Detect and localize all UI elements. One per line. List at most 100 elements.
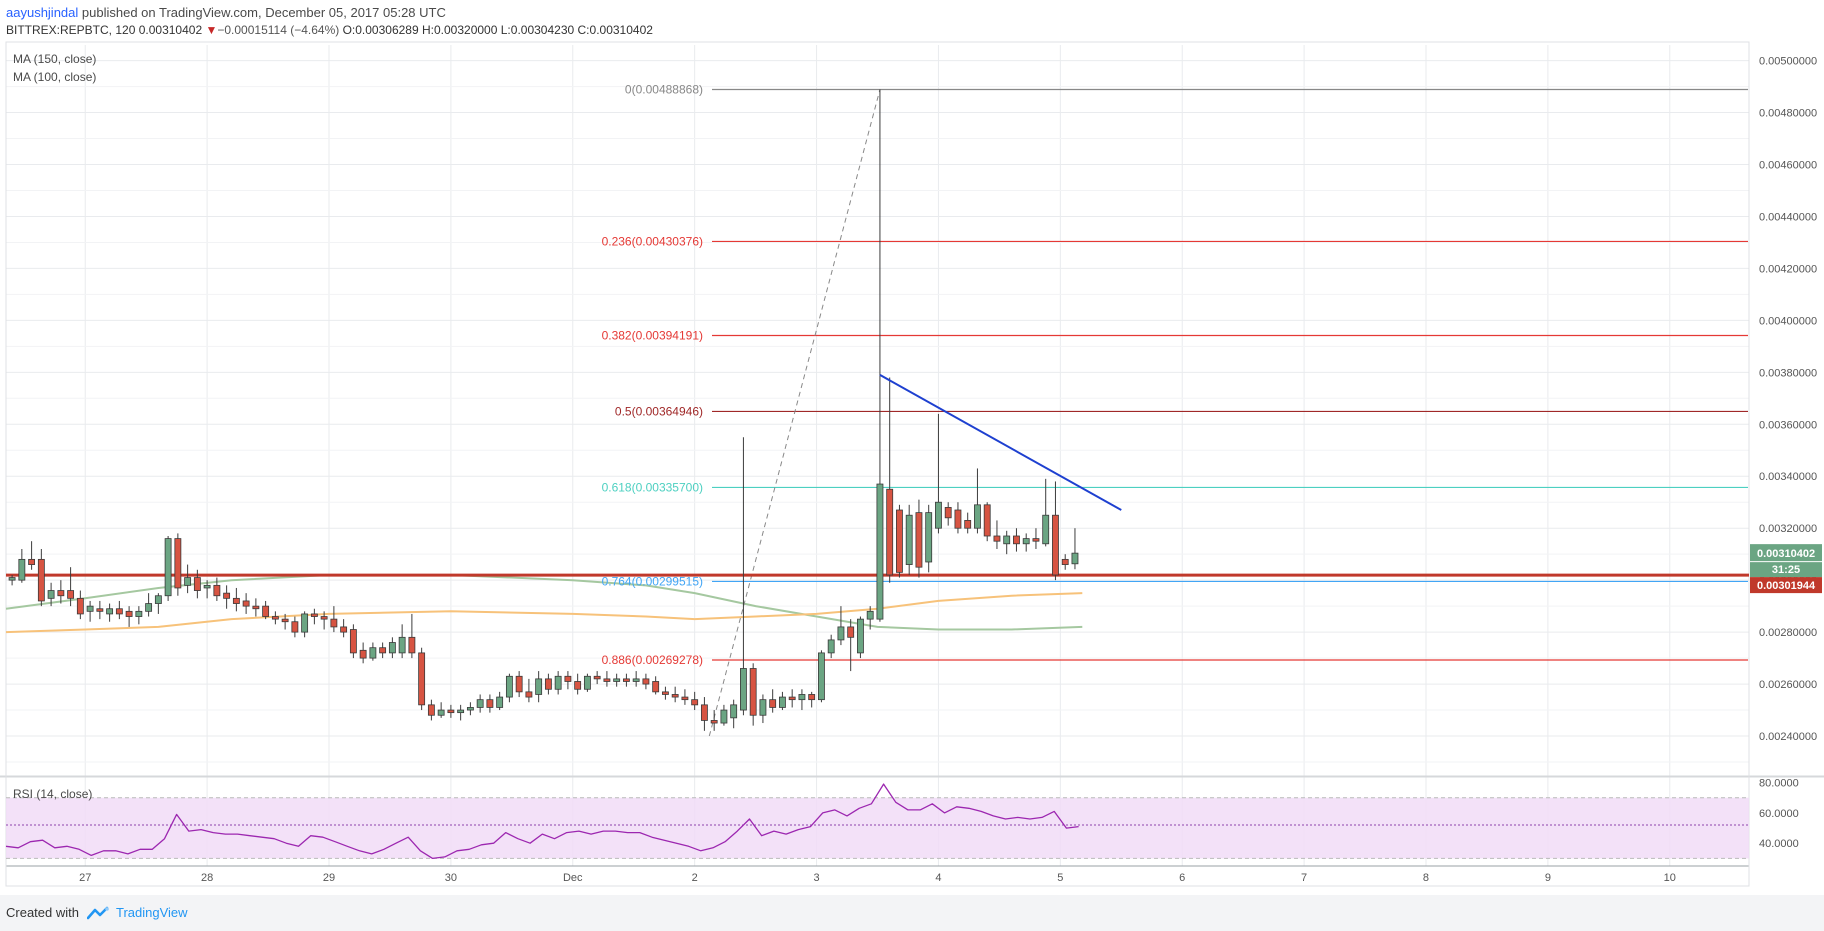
fib-level-label: 0.618(0.00335700) — [602, 480, 703, 494]
candle-up — [184, 577, 192, 586]
open-label: O: — [342, 23, 356, 37]
candle-down — [944, 507, 952, 519]
candle-up — [164, 538, 172, 597]
candle-down — [1052, 514, 1059, 576]
candle-down — [671, 694, 679, 698]
countdown-badge — [1750, 562, 1822, 578]
candle-up — [779, 696, 786, 708]
candle-down — [1061, 558, 1069, 565]
last-price: 0.00310402 — [138, 23, 203, 37]
x-tick-label: Dec — [563, 872, 583, 884]
low-value: 0.00304230 — [510, 23, 575, 37]
candle-down — [1032, 538, 1040, 542]
candle-down — [700, 704, 708, 721]
x-tick-label: 2 — [692, 872, 698, 884]
candle-down — [515, 675, 523, 693]
candle-down — [408, 636, 416, 654]
candle-up — [203, 584, 211, 589]
author-link[interactable]: aayushjindal — [6, 5, 79, 20]
candle-down — [67, 590, 75, 599]
candle-up — [496, 696, 504, 708]
rsi-band — [6, 797, 1749, 859]
candle-up — [1003, 535, 1011, 545]
x-tick-label: 27 — [79, 872, 91, 884]
candle-up — [466, 707, 474, 711]
support-price-badge-text: 0.00301944 — [1757, 580, 1816, 592]
y-tick-label: 0.00380000 — [1759, 367, 1817, 379]
candle-up — [759, 699, 767, 716]
candle-up — [837, 626, 845, 641]
candle-down — [447, 709, 455, 714]
x-tick-label: 9 — [1545, 872, 1551, 884]
candle-up — [505, 675, 513, 698]
candle-down — [76, 597, 84, 615]
candle-down — [574, 681, 582, 690]
y-tick-label: 0.00260000 — [1759, 679, 1817, 691]
candle-down — [193, 577, 201, 591]
tradingview-link[interactable]: TradingView — [116, 905, 188, 920]
candle-up — [905, 514, 913, 565]
candle-down — [223, 592, 231, 599]
candle-up — [925, 512, 933, 563]
candle-down — [213, 584, 221, 597]
main-pane-bg — [6, 45, 1749, 775]
candle-down — [710, 720, 718, 724]
candle-up — [818, 652, 825, 701]
y-tick-label: 0.00460000 — [1759, 160, 1817, 172]
candle-up — [457, 709, 465, 714]
rsi-legend: RSI (14, close) — [13, 787, 92, 801]
candle-down — [769, 699, 777, 708]
candle-up — [145, 603, 153, 612]
candle-up — [876, 483, 884, 620]
price-chart[interactable]: 0.002400000.002600000.002800000.00300000… — [0, 0, 1824, 895]
candle-up — [301, 613, 309, 633]
candle-up — [1022, 538, 1030, 545]
candle-up — [1042, 514, 1050, 545]
chart-frame — [5, 41, 1750, 887]
candle-up — [720, 709, 728, 724]
candle-down — [993, 535, 1001, 542]
candle-up — [827, 639, 835, 654]
candle-down — [681, 696, 689, 701]
fib-anchor-line — [708, 89, 881, 737]
candle-down — [174, 538, 182, 589]
y-tick-label: 0.00280000 — [1759, 627, 1817, 639]
rsi-line — [5, 783, 1079, 860]
fib-level-label: 0.764(0.00299515) — [602, 574, 703, 588]
ma100-legend: MA (100, close) — [13, 70, 96, 84]
candle-up — [554, 675, 562, 690]
candle-up — [535, 678, 543, 695]
candle-down — [281, 618, 289, 623]
symbol-bar: BITTREX:REPBTC, 120 0.00310402 ▼−0.00015… — [6, 22, 653, 38]
x-tick-label: 10 — [1664, 872, 1676, 884]
trendline — [879, 374, 1122, 511]
candle-up — [86, 605, 94, 612]
candle-down — [954, 509, 962, 529]
close-value: 0.00310402 — [589, 23, 653, 37]
x-tick-label: 8 — [1423, 872, 1429, 884]
candle-down — [691, 699, 699, 706]
candle-down — [749, 668, 757, 716]
candle-down — [271, 616, 279, 620]
candle-up — [974, 504, 981, 529]
candle-down — [320, 616, 328, 620]
created-with-text: Created with — [6, 905, 79, 920]
candle-down — [642, 678, 650, 685]
symbol-name[interactable]: BITTREX:REPBTC, 120 — [6, 23, 136, 37]
candle-down — [359, 649, 367, 659]
candle-down — [96, 608, 104, 612]
price-change: −0.00015114 (−4.64%) — [217, 23, 340, 37]
candle-down — [983, 504, 991, 537]
candle-up — [740, 668, 747, 711]
y-tick-label: 0.00440000 — [1759, 211, 1817, 223]
x-tick-label: 7 — [1301, 872, 1307, 884]
candle-down — [847, 626, 855, 638]
candle-down — [125, 610, 133, 617]
y-tick-label: 0.00360000 — [1759, 419, 1817, 431]
candle-down — [242, 600, 250, 607]
fib-level-label: 0(0.00488868) — [625, 83, 703, 97]
y-tick-label: 0.00500000 — [1759, 56, 1817, 68]
y-tick-label: 0.00400000 — [1759, 315, 1817, 327]
candle-down — [28, 558, 36, 565]
fib-level-label: 0.5(0.00364946) — [615, 404, 703, 418]
